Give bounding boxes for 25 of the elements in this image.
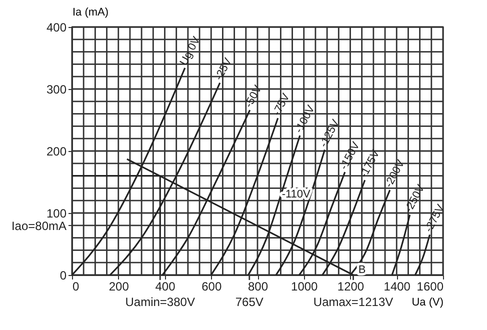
x-tick-label: 0 — [72, 280, 80, 294]
x-axis-title: Ua (V) — [412, 296, 444, 308]
x-tick-label: 600 — [202, 280, 222, 294]
x-tick-label: 1000 — [291, 280, 318, 294]
y-axis-title: Ia (mA) — [72, 6, 109, 18]
y-tick-label: 400 — [46, 20, 67, 34]
text: -100V — [292, 103, 318, 136]
x-tick-label: 1600 — [416, 280, 444, 294]
x-tick-label: 200 — [108, 280, 130, 294]
text: -75V — [270, 91, 293, 118]
x-tick-label: 1400 — [384, 280, 411, 294]
annotation: Uamin=380V — [125, 295, 195, 309]
annotation: Uamax=1213V — [313, 295, 394, 309]
text: Ug 0V — [178, 34, 204, 68]
annotation: 765V — [235, 295, 264, 309]
y-tick-label: 200 — [46, 144, 67, 158]
x-tick-label: 800 — [248, 280, 268, 294]
text: -25V — [212, 56, 235, 82]
y-tick-label: 0 — [60, 268, 67, 282]
y-tick-label: 300 — [46, 82, 67, 96]
y-tick-label: Iao=80mA — [11, 218, 66, 233]
x-tick-label: 1200 — [337, 280, 364, 294]
text: -50V — [242, 82, 265, 110]
x-tick-label: 400 — [155, 280, 176, 294]
y-tick-label: 100 — [46, 206, 67, 220]
